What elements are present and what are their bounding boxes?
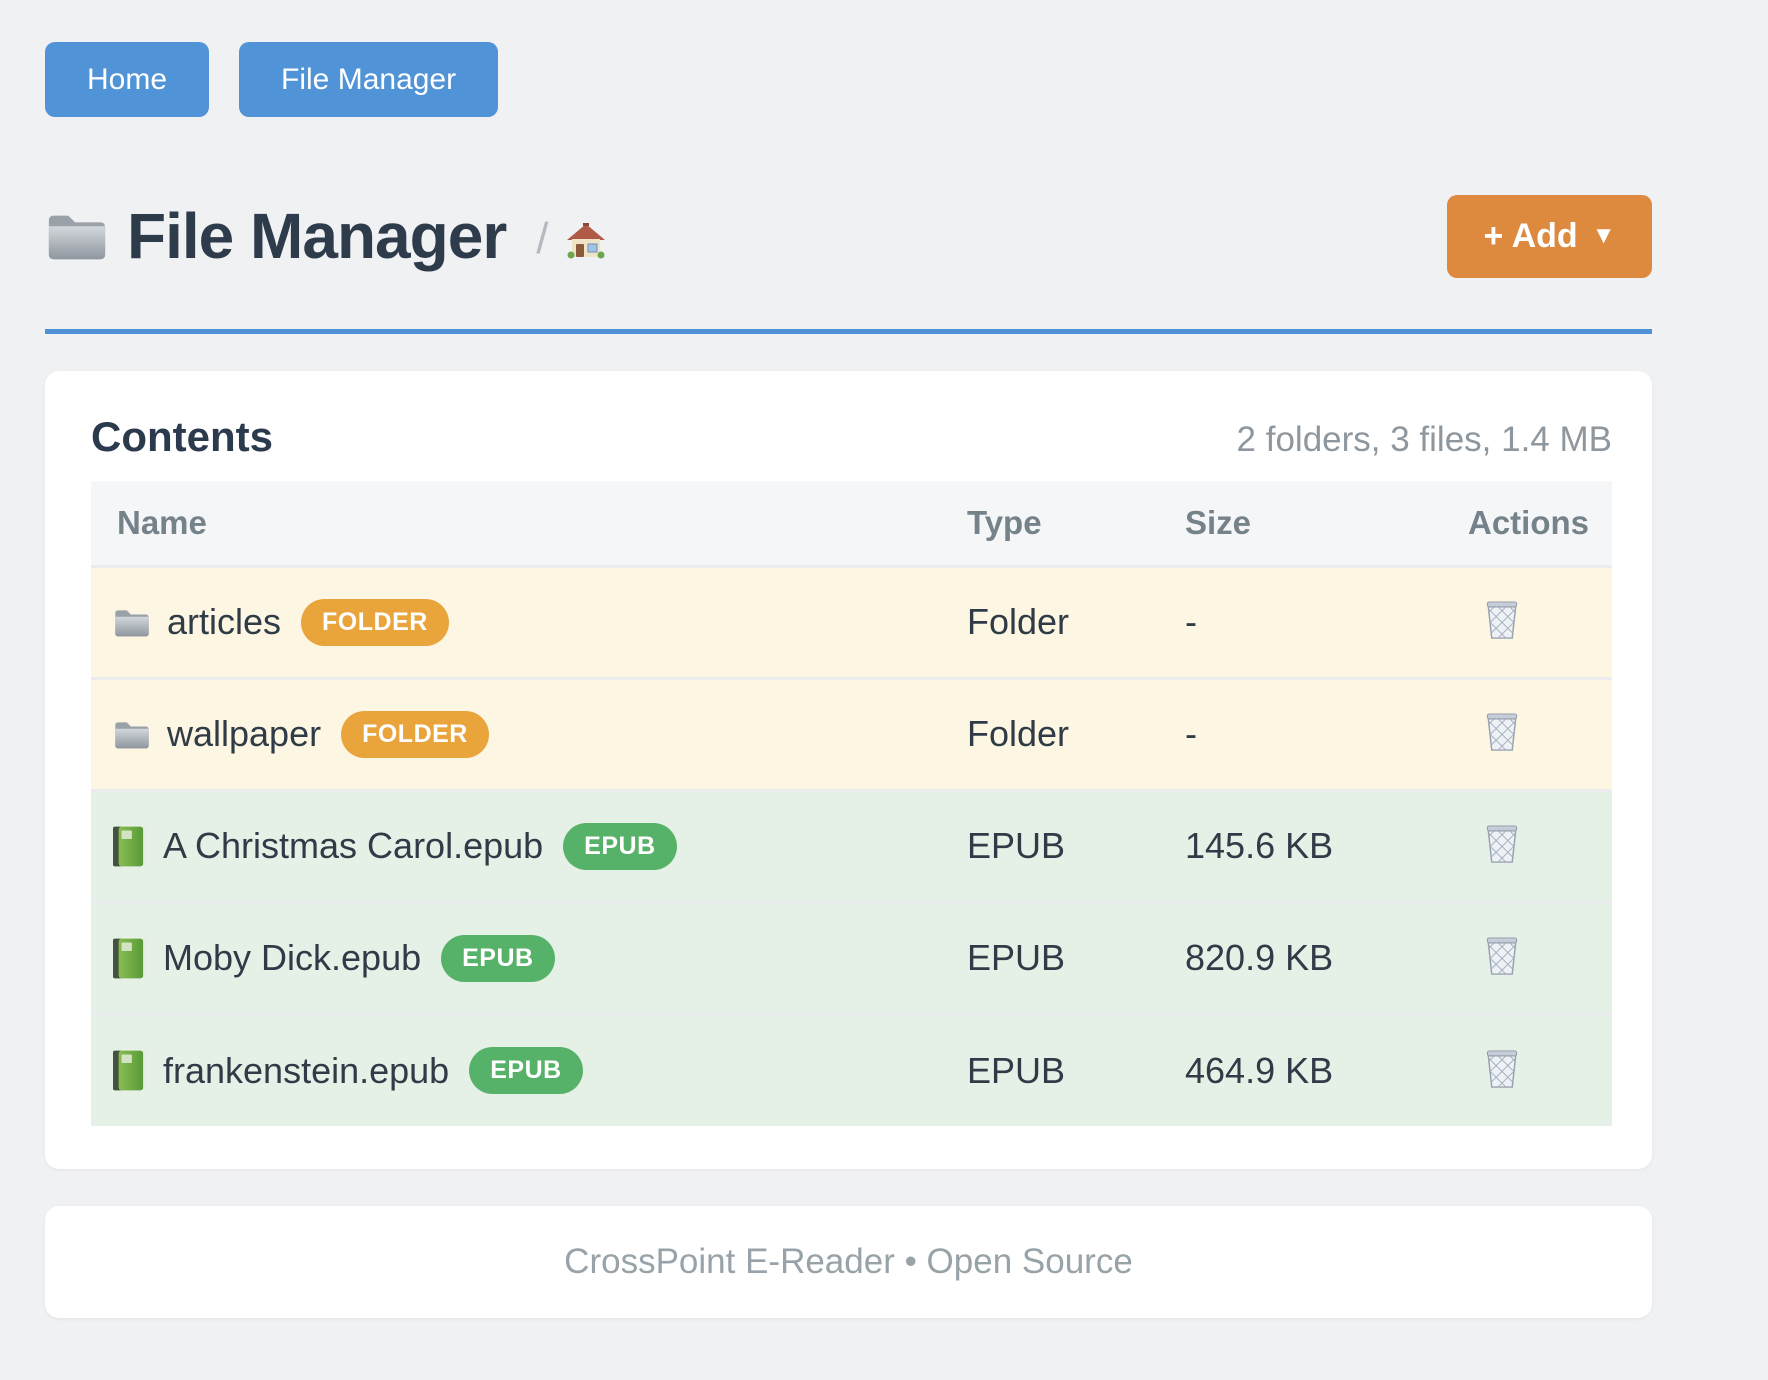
green-book-icon — [113, 938, 147, 979]
column-header-size: Size — [1185, 481, 1468, 566]
green-book-icon — [113, 1050, 147, 1091]
type-cell: Folder — [967, 601, 1070, 642]
table-row: frankenstein.epub EPUB EPUB 464.9 KB — [91, 1014, 1612, 1126]
type-badge: EPUB — [563, 822, 677, 870]
file-table: Name Type Size Actions articles — [91, 481, 1612, 1126]
header-divider — [45, 329, 1652, 334]
file-name[interactable]: frankenstein.epub — [163, 1049, 450, 1091]
page-header: File Manager / + Add ▼ — [45, 194, 1652, 278]
type-badge: FOLDER — [301, 598, 449, 646]
file-name[interactable]: Moby Dick.epub — [163, 937, 422, 978]
folder-icon — [45, 208, 109, 264]
column-header-name: Name — [91, 481, 967, 566]
column-header-type: Type — [967, 481, 1185, 566]
table-row: Moby Dick.epub EPUB EPUB 820.9 KB — [91, 902, 1612, 1014]
table-row: articles FOLDER Folder - — [91, 566, 1612, 678]
contents-card: Contents 2 folders, 3 files, 1.4 MB Name… — [45, 371, 1652, 1169]
add-button-label: + Add — [1483, 216, 1578, 255]
delete-button[interactable] — [1480, 595, 1524, 647]
delete-button[interactable] — [1480, 819, 1524, 871]
footer: CrossPoint E-Reader • Open Source — [45, 1206, 1652, 1318]
folder-icon — [113, 606, 151, 639]
size-cell: - — [1185, 713, 1197, 754]
trash-icon — [1484, 711, 1520, 755]
size-cell: - — [1185, 601, 1197, 642]
type-badge: FOLDER — [341, 710, 489, 758]
type-cell: Folder — [967, 713, 1070, 754]
type-badge: EPUB — [441, 934, 555, 982]
contents-summary: 2 folders, 3 files, 1.4 MB — [1236, 420, 1612, 459]
type-badge: EPUB — [469, 1047, 583, 1095]
table-row: A Christmas Carol.epub EPUB EPUB 145.6 K… — [91, 790, 1612, 902]
page: Home File Manager File Manager / + Add ▼… — [45, 0, 1652, 1318]
delete-button[interactable] — [1480, 707, 1524, 759]
type-cell: EPUB — [967, 1049, 1066, 1091]
green-book-icon — [113, 826, 147, 867]
size-cell: 820.9 KB — [1185, 937, 1334, 978]
file-name[interactable]: wallpaper — [167, 713, 322, 754]
breadcrumb: / — [536, 214, 549, 263]
home-nav-button[interactable]: Home — [45, 42, 210, 117]
home-icon[interactable] — [566, 223, 606, 259]
trash-icon — [1484, 935, 1520, 979]
type-cell: EPUB — [967, 825, 1066, 866]
card-title: Contents — [91, 413, 273, 460]
top-nav: Home File Manager — [45, 42, 1652, 117]
trash-icon — [1484, 1048, 1520, 1092]
trash-icon — [1484, 599, 1520, 643]
add-button[interactable]: + Add ▼ — [1447, 194, 1652, 278]
trash-icon — [1484, 823, 1520, 867]
caret-down-icon: ▼ — [1591, 222, 1616, 249]
size-cell: 145.6 KB — [1185, 825, 1334, 866]
file-name[interactable]: A Christmas Carol.epub — [163, 825, 544, 866]
table-row: wallpaper FOLDER Folder - — [91, 678, 1612, 790]
table-header-row: Name Type Size Actions — [91, 481, 1612, 566]
page-title: File Manager — [127, 200, 507, 272]
folder-icon — [113, 718, 151, 751]
type-cell: EPUB — [967, 937, 1066, 978]
size-cell: 464.9 KB — [1185, 1049, 1334, 1091]
file-manager-nav-button[interactable]: File Manager — [239, 42, 499, 117]
column-header-actions: Actions — [1468, 481, 1612, 566]
footer-text: CrossPoint E-Reader • Open Source — [564, 1242, 1133, 1281]
delete-button[interactable] — [1480, 931, 1524, 983]
delete-button[interactable] — [1480, 1044, 1524, 1096]
file-name[interactable]: articles — [167, 601, 282, 642]
